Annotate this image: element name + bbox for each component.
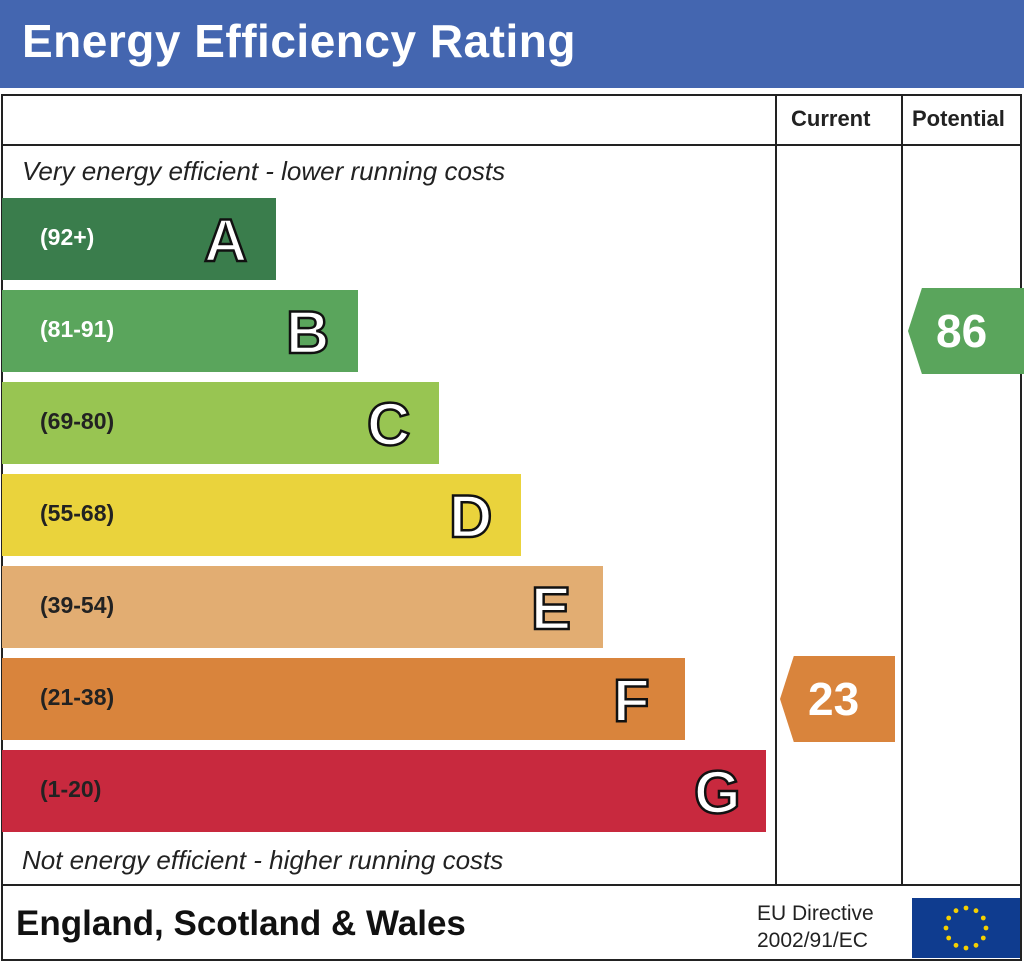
page-title: Energy Efficiency Rating: [22, 15, 576, 67]
potential-rating-arrow-value: 86: [936, 305, 988, 357]
band-range-label: (81-91): [40, 316, 115, 342]
eu-star-icon: [963, 905, 969, 911]
eu-star-icon: [943, 925, 949, 931]
eu-directive-text: EU Directive 2002/91/EC: [757, 900, 874, 954]
eu-star-icon: [973, 908, 979, 914]
band-d: (55-68) D: [2, 474, 521, 556]
band-letter: A: [203, 206, 249, 276]
eu-star-icon: [963, 945, 969, 951]
eu-star-icon: [983, 925, 989, 931]
band-letter: F: [612, 666, 651, 736]
band-f: (21-38) F: [2, 658, 685, 740]
current-rating-arrow-value: 23: [808, 673, 860, 725]
band-range-label: (1-20): [40, 776, 102, 802]
column-header-potential: Potential: [912, 106, 1005, 131]
band-b: (81-91) B: [2, 290, 358, 372]
band-letter: E: [530, 574, 573, 644]
eu-star-icon: [953, 942, 959, 948]
band-a: (92+) A: [2, 198, 276, 280]
eu-star-icon: [953, 908, 959, 914]
divider-header: [1, 144, 1022, 146]
region-label: England, Scotland & Wales: [16, 904, 466, 943]
band-e: (39-54) E: [2, 566, 603, 648]
band-g: (1-20) G: [2, 750, 766, 832]
eu-star-icon: [973, 942, 979, 948]
band-range-label: (55-68): [40, 500, 115, 526]
eu-flag-icon: [912, 898, 1020, 958]
eu-star-icon: [946, 915, 952, 921]
band-range-label: (92+): [40, 224, 95, 250]
band-letter: B: [285, 298, 331, 368]
band-range-label: (69-80): [40, 408, 115, 434]
potential-rating-arrow: 86: [908, 288, 1024, 374]
column-header-current: Current: [791, 106, 871, 131]
band-letter: G: [693, 758, 742, 828]
header-bar: Energy Efficiency Rating: [0, 0, 1024, 88]
band-range-label: (39-54): [40, 592, 115, 618]
note-efficient: Very energy efficient - lower running co…: [22, 156, 506, 186]
band-range-label: (21-38): [40, 684, 115, 710]
eu-star-icon: [980, 915, 986, 921]
eu-directive-line2: 2002/91/EC: [757, 929, 868, 952]
divider-potential: [901, 94, 903, 886]
eu-star-icon: [980, 935, 986, 941]
current-rating-arrow: 23: [780, 656, 895, 742]
divider-footer: [1, 884, 1022, 886]
eu-star-icon: [946, 935, 952, 941]
band-letter: C: [366, 390, 412, 460]
eu-directive-line1: EU Directive: [757, 902, 874, 925]
band-letter: D: [448, 482, 494, 552]
note-inefficient: Not energy efficient - higher running co…: [22, 845, 504, 875]
divider-current: [775, 94, 777, 886]
band-c: (69-80) C: [2, 382, 439, 464]
